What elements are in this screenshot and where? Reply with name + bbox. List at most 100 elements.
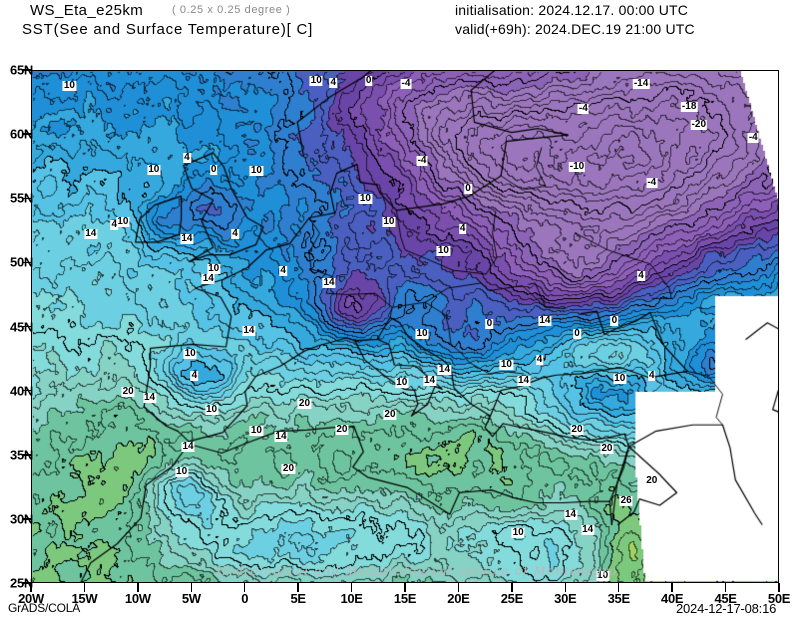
grads-credit-label: GrADS/COLA <box>8 601 81 615</box>
contour-value-label: 20 <box>281 462 296 474</box>
contour-value-label: -4 <box>577 103 589 115</box>
latitude-tick <box>23 454 32 456</box>
longitude-tick-label: 10E <box>340 591 363 606</box>
contour-value-label: 10 <box>183 348 197 360</box>
model-name-label: WS_Eta_e25km <box>30 2 144 19</box>
contour-value-label: 14 <box>322 276 336 288</box>
longitude-tick <box>564 583 567 592</box>
contour-value-label: 10 <box>175 466 189 478</box>
contour-value-label: 14 <box>201 272 215 284</box>
contour-value-label: -20 <box>690 118 708 130</box>
variable-title-label: SST(See and Surface Temperature)[ C] <box>22 21 314 38</box>
latitude-tick-label: 30N <box>10 511 33 527</box>
contour-value-label: 10 <box>511 526 525 538</box>
longitude-tick <box>83 583 86 592</box>
longitude-tick <box>457 583 460 592</box>
longitude-tick-label: 30E <box>554 591 577 606</box>
longitude-tick-label: 5W <box>181 591 201 606</box>
contour-value-label: 10 <box>309 75 323 87</box>
sst-map-plot[interactable]: 10 10 4 0 10 10 4 14 14 4 10 14 4 10 4 0 -4 -4 0 4 10 10 10 14-… <box>31 70 779 583</box>
latitude-tick <box>23 261 32 264</box>
contour-value-label: 10 <box>249 165 263 177</box>
contour-value-label: 14 <box>180 233 194 244</box>
latitude-tick <box>23 69 32 71</box>
latitude-tick-label: 60N <box>10 126 33 142</box>
contour-value-label: 10 <box>207 262 221 274</box>
latitude-tick-label: 65N <box>10 62 33 78</box>
longitude-tick-label: 25E <box>500 591 524 606</box>
contour-value-label: 20 <box>645 475 659 487</box>
contour-value-label: 10 <box>147 163 161 175</box>
contour-value-label: 14 <box>274 430 288 442</box>
longitude-tick-label: 15W <box>71 591 98 606</box>
contour-value-label: 26 <box>619 494 633 506</box>
initialisation-label: initialisation: 2024.12.17. 00:00 UTC <box>455 2 689 18</box>
contour-value-label: 4 <box>458 222 467 234</box>
longitude-tick-label: 40E <box>661 591 684 606</box>
longitude-tick <box>137 583 139 592</box>
contour-value-label: 10 <box>596 570 610 582</box>
longitude-tick <box>30 583 32 592</box>
contour-value-label: 0 <box>610 315 619 327</box>
latitude-tick <box>23 325 32 328</box>
contour-value-label: 14 <box>516 375 531 387</box>
latitude-tick <box>23 518 32 520</box>
contour-value-label: 4 <box>279 265 287 277</box>
contour-value-label: 0 <box>485 317 494 329</box>
latitude-tick-label: 35N <box>10 447 33 463</box>
contour-value-label: 14 <box>563 508 578 520</box>
contour-value-label: 10 <box>116 216 130 228</box>
contour-value-label: 4 <box>183 152 191 164</box>
sst-contour-canvas <box>32 71 778 582</box>
longitude-tick <box>511 583 513 592</box>
contour-value-label: 14 <box>538 315 552 327</box>
contour-value-label: 14 <box>581 524 595 536</box>
longitude-tick <box>778 583 780 592</box>
contour-value-label: 10 <box>613 372 627 384</box>
contour-value-label: -4 <box>646 176 658 188</box>
resolution-label: ( 0.25 x 0.25 degree ) <box>172 4 291 16</box>
longitude-tick <box>404 583 406 592</box>
longitude-tick <box>190 583 193 592</box>
contour-value-label: -4 <box>416 154 428 166</box>
contour-value-label: 10 <box>415 327 429 339</box>
longitude-tick-label: 0 <box>241 591 249 606</box>
contour-value-label: 10 <box>204 403 219 415</box>
latitude-tick <box>23 197 32 199</box>
contour-value-label: 20 <box>121 385 135 397</box>
contour-value-label: 10 <box>499 358 513 370</box>
contour-value-label: 4 <box>231 227 239 239</box>
longitude-tick-label: 45E <box>714 591 737 606</box>
latitude-tick <box>23 389 32 392</box>
contour-value-label: 10 <box>62 80 76 92</box>
contour-value-label: 20 <box>335 424 349 436</box>
longitude-tick <box>350 583 353 592</box>
contour-value-label: 4 <box>647 370 656 382</box>
contour-value-label: -18 <box>680 100 698 112</box>
longitude-tick <box>671 583 673 592</box>
contour-value-label: 4 <box>190 370 199 382</box>
contour-value-label: 10 <box>249 425 263 437</box>
contour-value-label: 0 <box>364 75 373 87</box>
contour-value-label: 14 <box>422 375 437 387</box>
longitude-tick-label: 15E <box>393 591 417 606</box>
longitude-tick <box>617 583 620 592</box>
contour-value-label: -10 <box>568 161 586 173</box>
contour-value-label: -4 <box>400 77 412 89</box>
contour-value-label: 0 <box>209 163 218 175</box>
contour-value-label: 20 <box>297 398 312 410</box>
contour-value-label: 0 <box>573 327 581 339</box>
contour-value-label: -14 <box>632 77 650 89</box>
contour-value-label: 14 <box>242 325 256 337</box>
contour-value-label: 14 <box>181 440 195 452</box>
contour-value-label: 20 <box>570 424 584 436</box>
latitude-tick <box>23 582 32 584</box>
contour-value-label: 4 <box>637 270 645 282</box>
latitude-tick-label: 25N <box>10 575 33 591</box>
contour-value-label: -4 <box>747 131 759 143</box>
contour-value-label: 10 <box>395 376 409 388</box>
longitude-tick <box>297 583 299 592</box>
longitude-tick-label: 50E <box>767 591 791 606</box>
latitude-tick <box>23 133 32 135</box>
contour-value-label: 4 <box>535 353 544 365</box>
